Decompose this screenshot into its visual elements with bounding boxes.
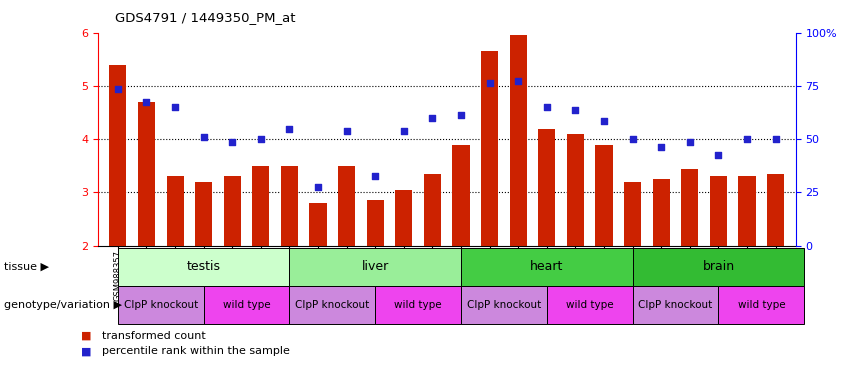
Bar [539, 129, 556, 246]
Bar [195, 182, 212, 246]
Bar [367, 200, 384, 246]
Bar [767, 174, 785, 246]
Point [140, 99, 153, 105]
Text: liver: liver [362, 260, 389, 273]
Point [368, 174, 382, 180]
Point [226, 139, 239, 145]
Point [597, 118, 611, 124]
Point [683, 139, 697, 145]
Bar [739, 177, 756, 246]
Bar [396, 190, 413, 246]
Point [283, 126, 296, 132]
Bar [710, 177, 727, 246]
Text: wild type: wild type [566, 300, 614, 310]
Point [340, 128, 353, 134]
Point [168, 104, 182, 110]
Point [397, 128, 411, 134]
Bar [682, 169, 699, 246]
Bar [167, 177, 184, 246]
Text: wild type: wild type [394, 300, 442, 310]
Bar [338, 166, 355, 246]
Bar [252, 166, 270, 246]
Point [511, 78, 525, 84]
Point [540, 104, 554, 110]
Bar [510, 35, 527, 246]
Bar [624, 182, 642, 246]
Text: GDS4791 / 1449350_PM_at: GDS4791 / 1449350_PM_at [115, 12, 295, 25]
Text: wild type: wild type [223, 300, 271, 310]
Text: ClpP knockout: ClpP knockout [295, 300, 369, 310]
Text: brain: brain [702, 260, 734, 273]
Text: percentile rank within the sample: percentile rank within the sample [102, 346, 290, 356]
Text: tissue ▶: tissue ▶ [4, 262, 49, 272]
Text: wild type: wild type [738, 300, 785, 310]
Text: genotype/variation ▶: genotype/variation ▶ [4, 300, 123, 310]
Point [740, 136, 754, 142]
Text: testis: testis [186, 260, 220, 273]
Point [426, 115, 439, 121]
Bar [653, 179, 670, 246]
Text: ClpP knockout: ClpP knockout [467, 300, 541, 310]
Point [197, 134, 210, 140]
Bar [481, 51, 498, 246]
Bar [424, 174, 441, 246]
Point [454, 112, 468, 118]
Bar [596, 144, 613, 246]
Bar [109, 65, 127, 246]
Text: transformed count: transformed count [102, 331, 206, 341]
Point [568, 107, 582, 113]
Bar [138, 102, 155, 246]
Text: ■: ■ [81, 331, 94, 341]
Text: ■: ■ [81, 346, 94, 356]
Point [711, 152, 725, 158]
Bar [453, 144, 470, 246]
Point [483, 80, 496, 86]
Point [254, 136, 268, 142]
Text: ClpP knockout: ClpP knockout [123, 300, 198, 310]
Point [311, 184, 325, 190]
Point [625, 136, 639, 142]
Text: heart: heart [530, 260, 563, 273]
Point [111, 86, 125, 92]
Point [768, 136, 782, 142]
Bar [224, 177, 241, 246]
Text: ClpP knockout: ClpP knockout [638, 300, 712, 310]
Bar [310, 203, 327, 246]
Bar [567, 134, 584, 246]
Point [654, 144, 668, 150]
Bar [281, 166, 298, 246]
